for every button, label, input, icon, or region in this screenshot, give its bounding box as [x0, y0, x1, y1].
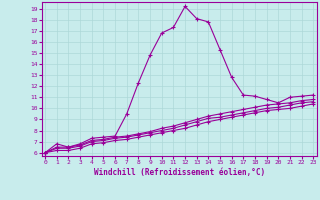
X-axis label: Windchill (Refroidissement éolien,°C): Windchill (Refroidissement éolien,°C) — [94, 168, 265, 177]
